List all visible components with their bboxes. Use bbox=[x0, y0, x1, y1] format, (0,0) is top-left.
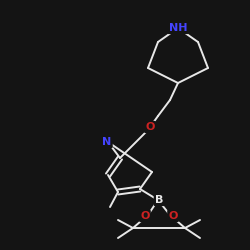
Text: NH: NH bbox=[169, 23, 187, 33]
Text: O: O bbox=[145, 122, 155, 132]
Text: B: B bbox=[155, 195, 163, 205]
Text: O: O bbox=[140, 211, 150, 221]
Text: O: O bbox=[168, 211, 178, 221]
Text: N: N bbox=[102, 137, 112, 147]
